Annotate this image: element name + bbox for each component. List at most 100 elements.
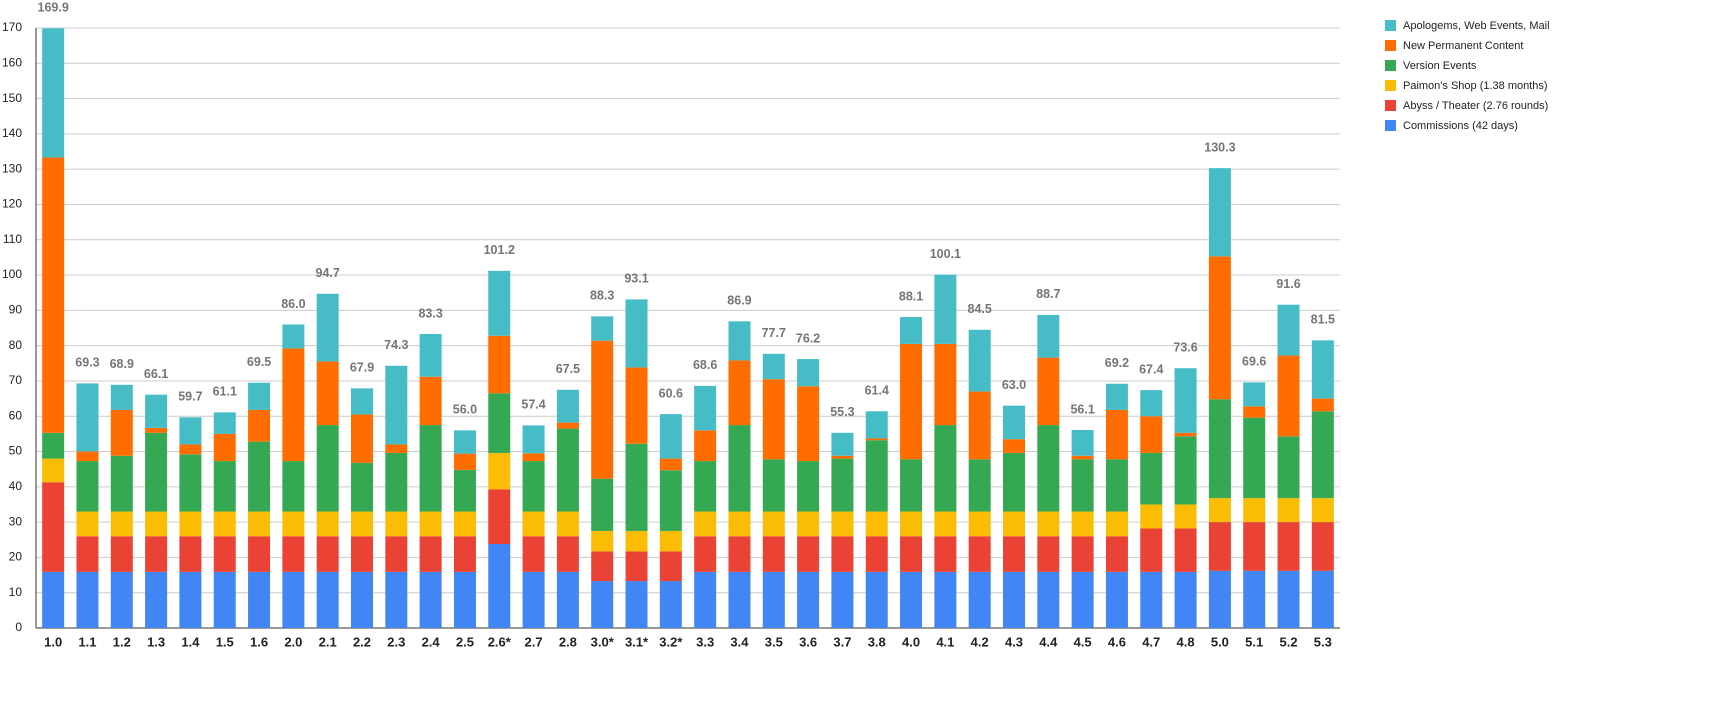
bar-segment	[625, 367, 648, 444]
bar-segment	[831, 511, 854, 537]
bar-segment	[1311, 398, 1334, 412]
total-label: 88.7	[1036, 287, 1060, 301]
bar-segment	[625, 530, 648, 552]
bar-segment	[282, 461, 305, 512]
bar-segment	[728, 571, 751, 628]
bar-segment	[1140, 390, 1163, 417]
bar-segment	[488, 270, 511, 336]
bar-segment	[522, 461, 545, 512]
total-label: 67.5	[556, 362, 580, 376]
bar-segment	[248, 409, 271, 442]
x-tick-label: 1.0	[44, 634, 62, 649]
bar-segment	[76, 383, 99, 452]
y-tick-label: 0	[15, 620, 22, 634]
bar-segment	[934, 536, 957, 572]
bar-segment	[1071, 536, 1094, 572]
bar-segment	[900, 571, 923, 628]
total-label: 91.6	[1276, 277, 1300, 291]
bar-segment	[453, 536, 476, 572]
bar-segment	[522, 571, 545, 628]
bar-segment	[934, 425, 957, 512]
bar-segment	[831, 458, 854, 512]
bar-segment	[316, 425, 339, 512]
bar-segment	[1311, 570, 1334, 628]
bar-segment	[694, 385, 717, 431]
legend-swatch	[1385, 60, 1396, 71]
bar-segment	[76, 451, 99, 462]
legend-label: Commissions (42 days)	[1403, 120, 1518, 132]
bar-segment	[385, 444, 408, 453]
y-tick-label: 50	[9, 444, 23, 458]
total-label: 56.0	[453, 403, 477, 417]
x-tick-label: 2.4	[422, 634, 441, 649]
bar-segment	[42, 482, 65, 572]
bar-segment	[1243, 382, 1266, 407]
bar-segment	[797, 511, 820, 537]
bar-segment	[762, 511, 785, 537]
bar-segment	[1311, 340, 1334, 399]
bar-segment	[831, 536, 854, 572]
bar-segment	[351, 462, 373, 512]
bar-segment	[282, 348, 305, 462]
y-tick-label: 70	[9, 373, 23, 387]
bar-segment	[145, 432, 168, 512]
legend-swatch	[1385, 100, 1396, 111]
total-label: 69.5	[247, 355, 271, 369]
bar-segment	[1140, 528, 1163, 572]
bar-segment	[1071, 511, 1094, 537]
bar-segment	[453, 511, 476, 537]
bar-segment	[522, 536, 545, 572]
bar-segment	[556, 389, 579, 423]
bar-segment	[694, 511, 717, 537]
total-label: 57.4	[521, 398, 545, 412]
bar-segment	[797, 536, 820, 572]
total-label: 59.7	[178, 390, 202, 404]
bar-segment	[968, 329, 991, 392]
bar-segment	[488, 452, 511, 490]
bar-segment	[934, 343, 957, 426]
bar-segment	[659, 414, 682, 459]
total-label: 60.6	[659, 386, 683, 400]
bar-segment	[865, 411, 888, 439]
y-tick-label: 90	[9, 303, 23, 317]
x-tick-label: 1.5	[216, 634, 234, 649]
bar-segment	[625, 299, 648, 368]
bar-segment	[42, 432, 65, 459]
bar-segment	[591, 530, 614, 552]
bar-segment	[900, 343, 923, 460]
bar-segment	[213, 571, 236, 628]
bar-segment	[213, 536, 236, 572]
legend-label: Apologems, Web Events, Mail	[1403, 20, 1550, 32]
total-label: 55.3	[830, 405, 854, 419]
bar-segment	[522, 453, 545, 462]
bar-segment	[865, 438, 888, 441]
y-tick-label: 140	[2, 126, 22, 140]
x-tick-label: 1.3	[147, 634, 165, 649]
x-tick-label: 4.2	[971, 634, 989, 649]
bar-segment	[453, 453, 476, 470]
bar-segment	[625, 443, 648, 531]
bar-segment	[1174, 432, 1197, 437]
bar-segment	[1311, 522, 1334, 571]
legend-swatch	[1385, 120, 1396, 131]
bar-segment	[1174, 368, 1197, 433]
bar-segment	[316, 571, 339, 628]
bar-segment	[1311, 498, 1334, 523]
bar-segment	[1105, 536, 1128, 572]
y-tick-label: 160	[2, 55, 22, 69]
x-tick-label: 4.5	[1074, 634, 1092, 649]
x-tick-label: 2.2	[353, 634, 371, 649]
bar-segment	[831, 432, 854, 456]
bar-segment	[556, 536, 579, 572]
bar-segment	[762, 353, 785, 380]
bar-segment	[1003, 452, 1025, 512]
bar-segment	[1243, 570, 1266, 628]
total-label: 61.4	[865, 384, 889, 398]
bar-segment	[316, 536, 339, 572]
total-label: 101.2	[484, 243, 515, 257]
bar-segment	[1003, 571, 1025, 628]
y-tick-label: 80	[9, 338, 23, 352]
bar-segment	[1277, 304, 1300, 356]
bar-segment	[900, 511, 923, 537]
